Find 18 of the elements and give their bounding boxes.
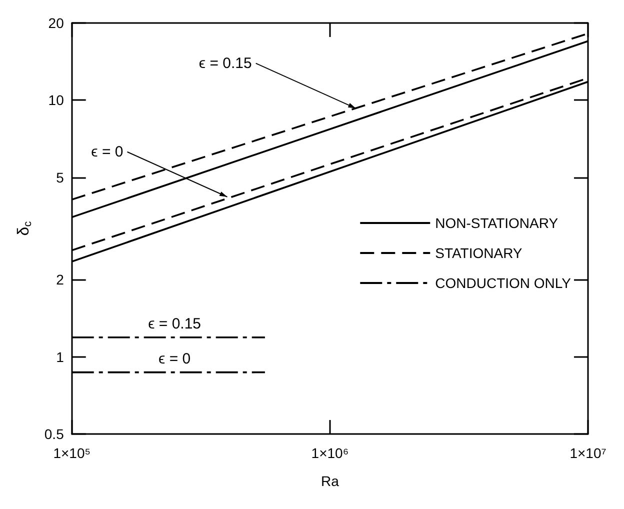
- y-axis-title: δc: [16, 220, 34, 236]
- y-tick-label: 20: [48, 15, 64, 31]
- legend-label: NON-STATIONARY: [435, 215, 559, 231]
- y-tick-label: 1: [56, 348, 64, 365]
- annotation: ϵ = 0.15: [198, 54, 252, 72]
- annotation: ϵ = 0.15: [148, 315, 202, 332]
- annotation: ϵ = 0: [158, 350, 191, 368]
- x-axis-title: Ra: [320, 473, 340, 489]
- legend-label: STATIONARY: [435, 245, 523, 261]
- x-tick-label: 1×10⁶: [311, 445, 349, 461]
- annotation: ϵ = 0: [91, 143, 124, 160]
- y-tick-label: 2: [56, 272, 64, 288]
- x-tick-label: 1×10⁵: [53, 445, 91, 461]
- y-tick-label: 5: [56, 169, 64, 186]
- x-tick-label: 1×10⁷: [570, 445, 606, 461]
- y-tick-label: 0.5: [44, 426, 64, 442]
- y-tick-label: 10: [48, 92, 64, 108]
- legend-label: CONDUCTION ONLY: [435, 275, 572, 291]
